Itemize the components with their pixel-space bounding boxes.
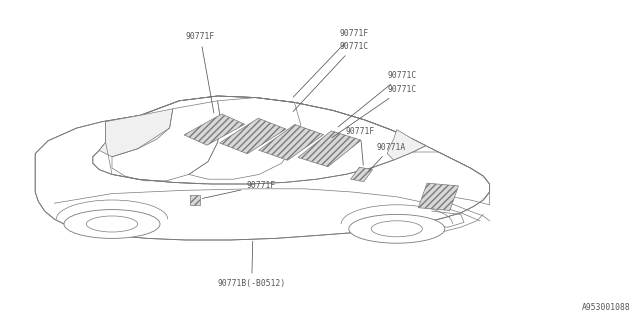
Text: 90771A: 90771A [369, 143, 406, 172]
Ellipse shape [64, 210, 160, 238]
Text: 90771F: 90771F [186, 32, 215, 113]
Polygon shape [93, 96, 426, 184]
Text: 90771F: 90771F [293, 29, 369, 97]
Bar [419, 183, 458, 211]
Text: 90771F: 90771F [202, 181, 276, 198]
Text: 90771C: 90771C [332, 85, 417, 138]
Polygon shape [99, 109, 173, 157]
Text: 90771C: 90771C [293, 42, 369, 112]
Bar [184, 114, 244, 145]
Text: 90771F: 90771F [346, 127, 375, 165]
Bar [259, 124, 324, 160]
Bar [298, 131, 361, 167]
Bar [190, 195, 200, 205]
Bar [220, 118, 286, 154]
Polygon shape [35, 96, 490, 240]
Polygon shape [387, 130, 426, 160]
Text: 90771C: 90771C [338, 71, 417, 127]
Text: 90771B(-B0512): 90771B(-B0512) [218, 241, 286, 288]
Text: A953001088: A953001088 [582, 303, 630, 312]
Bar [351, 167, 372, 182]
Ellipse shape [349, 214, 445, 243]
